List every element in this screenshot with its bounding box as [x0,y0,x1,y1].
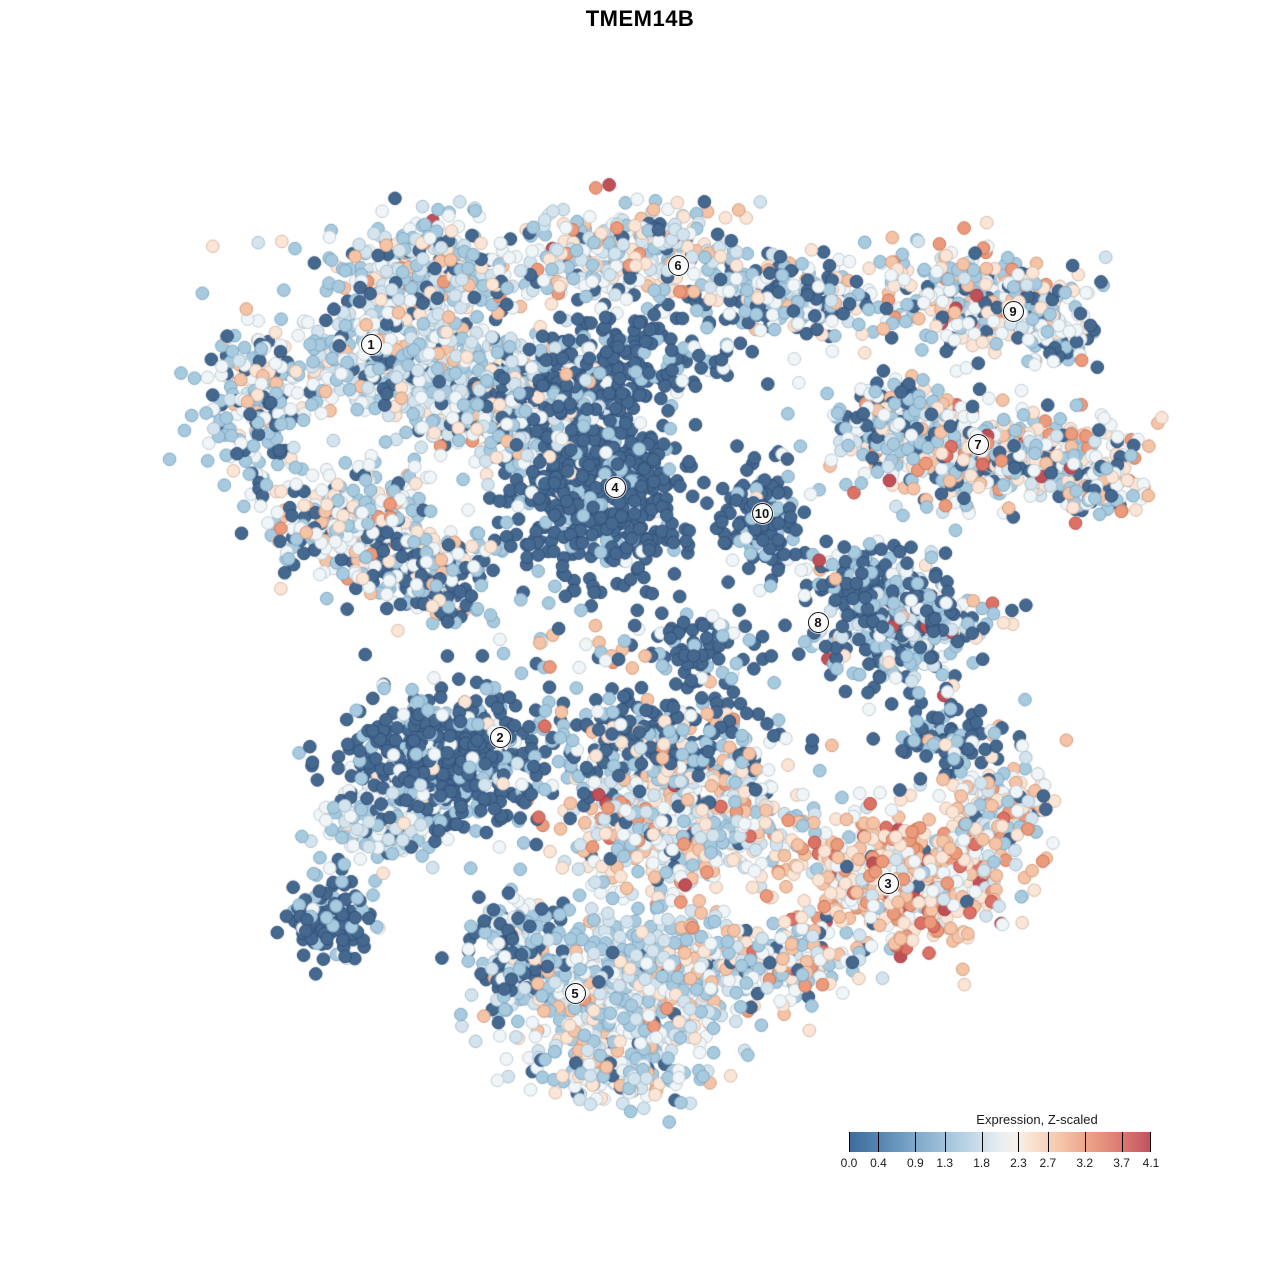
legend-tick-mark [849,1132,850,1152]
legend-tick-label: 0.9 [906,1156,924,1170]
legend-title: Expression, Z-scaled [976,1112,1098,1127]
legend-tick-mark [1047,1132,1049,1152]
legend-tick-label: 3.2 [1076,1156,1094,1170]
legend-tick-label: 2.7 [1039,1156,1057,1170]
legend-tick-mark [878,1132,880,1152]
legend-tick-label: 2.3 [1010,1156,1027,1170]
legend-tick-label: 1.8 [973,1156,990,1170]
legend-tick-mark [1150,1132,1151,1152]
legend-tick-mark [915,1132,917,1152]
legend-tick-label: 3.7 [1113,1156,1130,1170]
legend-tick-mark [1084,1132,1086,1152]
legend-tick-mark [981,1132,983,1152]
legend-tick-label: 4.1 [1142,1156,1160,1170]
legend-tick-label: 1.3 [936,1156,954,1170]
legend-colorbar [849,1132,1151,1152]
legend-tick-mark [1121,1132,1123,1152]
legend-tick-label: 0.0 [840,1156,858,1170]
legend-tick-label: 0.4 [870,1156,887,1170]
legend-tick-mark [944,1132,946,1152]
legend-tick-mark [1018,1132,1020,1152]
